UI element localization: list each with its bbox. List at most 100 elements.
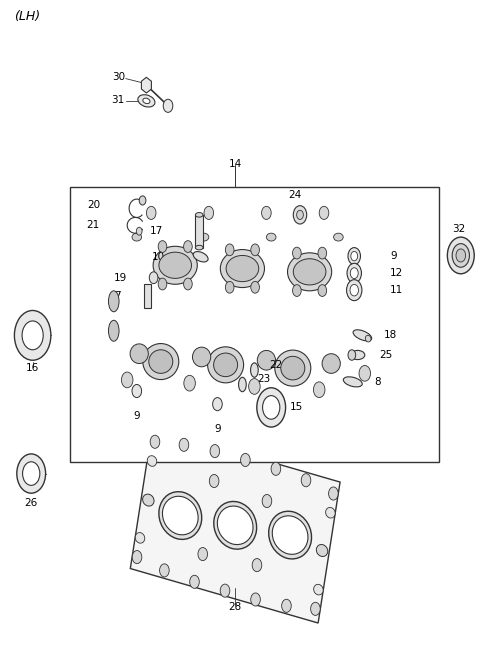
- Circle shape: [150, 435, 160, 448]
- Circle shape: [282, 599, 291, 612]
- Circle shape: [204, 206, 214, 219]
- Ellipse shape: [143, 98, 150, 103]
- Circle shape: [240, 453, 250, 466]
- Circle shape: [348, 350, 356, 360]
- Circle shape: [293, 247, 301, 259]
- Text: 17: 17: [150, 226, 163, 236]
- Ellipse shape: [220, 250, 264, 288]
- Circle shape: [251, 282, 260, 293]
- Circle shape: [184, 375, 195, 391]
- Circle shape: [350, 268, 358, 278]
- Ellipse shape: [214, 353, 238, 377]
- Ellipse shape: [149, 350, 173, 373]
- Polygon shape: [142, 77, 151, 93]
- Ellipse shape: [226, 255, 259, 282]
- Text: 32: 32: [452, 224, 465, 234]
- Ellipse shape: [207, 347, 244, 383]
- Circle shape: [301, 474, 311, 487]
- Polygon shape: [103, 210, 379, 329]
- Ellipse shape: [132, 233, 142, 241]
- Text: 24: 24: [288, 190, 302, 200]
- Ellipse shape: [138, 95, 155, 107]
- Circle shape: [158, 240, 167, 252]
- Ellipse shape: [251, 363, 258, 377]
- Circle shape: [226, 244, 234, 255]
- Text: 20: 20: [88, 200, 101, 210]
- Circle shape: [190, 575, 199, 588]
- Circle shape: [447, 237, 474, 274]
- Ellipse shape: [192, 347, 211, 367]
- Text: 23: 23: [257, 374, 270, 384]
- Text: 22: 22: [269, 360, 282, 370]
- Circle shape: [210, 445, 220, 458]
- Circle shape: [263, 396, 280, 419]
- Circle shape: [347, 263, 361, 283]
- Ellipse shape: [257, 350, 276, 370]
- Ellipse shape: [162, 496, 198, 535]
- Circle shape: [184, 278, 192, 290]
- Text: 30: 30: [112, 72, 125, 83]
- Circle shape: [213, 398, 222, 411]
- Circle shape: [456, 249, 466, 262]
- Circle shape: [159, 564, 169, 577]
- Circle shape: [271, 462, 281, 476]
- Text: 15: 15: [289, 402, 303, 413]
- Text: 25: 25: [379, 350, 393, 360]
- Circle shape: [348, 248, 360, 265]
- Circle shape: [23, 462, 40, 485]
- Ellipse shape: [159, 252, 192, 278]
- Ellipse shape: [350, 350, 365, 360]
- Circle shape: [132, 384, 142, 398]
- Text: 31: 31: [111, 94, 125, 105]
- Circle shape: [293, 285, 301, 297]
- Text: 26: 26: [24, 498, 38, 508]
- Circle shape: [17, 454, 46, 493]
- Circle shape: [347, 280, 362, 301]
- Circle shape: [329, 487, 338, 500]
- Text: 8: 8: [374, 377, 381, 387]
- Circle shape: [452, 244, 469, 267]
- Circle shape: [318, 285, 326, 297]
- Circle shape: [146, 206, 156, 219]
- Text: 9: 9: [133, 411, 140, 421]
- Text: 12: 12: [390, 268, 404, 278]
- Circle shape: [262, 495, 272, 508]
- Ellipse shape: [353, 329, 372, 341]
- Bar: [195, 215, 203, 248]
- Circle shape: [257, 388, 286, 427]
- Polygon shape: [103, 249, 127, 401]
- Circle shape: [251, 244, 260, 255]
- Circle shape: [313, 382, 325, 398]
- Bar: [144, 284, 151, 308]
- Ellipse shape: [325, 508, 335, 518]
- Text: 9: 9: [214, 424, 221, 434]
- Ellipse shape: [239, 377, 246, 392]
- Ellipse shape: [108, 291, 119, 312]
- Circle shape: [198, 548, 207, 561]
- Ellipse shape: [272, 515, 308, 554]
- Ellipse shape: [288, 253, 332, 291]
- Circle shape: [220, 584, 230, 597]
- Ellipse shape: [130, 344, 148, 364]
- Circle shape: [293, 206, 307, 224]
- Circle shape: [252, 559, 262, 572]
- Text: 28: 28: [228, 602, 242, 612]
- Polygon shape: [131, 428, 340, 623]
- Text: 11: 11: [390, 285, 404, 295]
- Ellipse shape: [195, 212, 203, 217]
- Circle shape: [132, 551, 142, 564]
- Text: (LH): (LH): [14, 10, 40, 23]
- Polygon shape: [103, 296, 379, 406]
- Text: 10: 10: [152, 252, 165, 262]
- Text: 19: 19: [114, 272, 127, 283]
- Ellipse shape: [313, 584, 323, 595]
- Circle shape: [319, 206, 329, 219]
- Ellipse shape: [365, 335, 371, 342]
- Circle shape: [163, 100, 173, 113]
- Circle shape: [351, 252, 358, 261]
- Ellipse shape: [266, 233, 276, 241]
- Text: 18: 18: [384, 330, 397, 341]
- Text: 7: 7: [114, 291, 121, 301]
- Ellipse shape: [135, 533, 145, 543]
- Circle shape: [139, 196, 146, 205]
